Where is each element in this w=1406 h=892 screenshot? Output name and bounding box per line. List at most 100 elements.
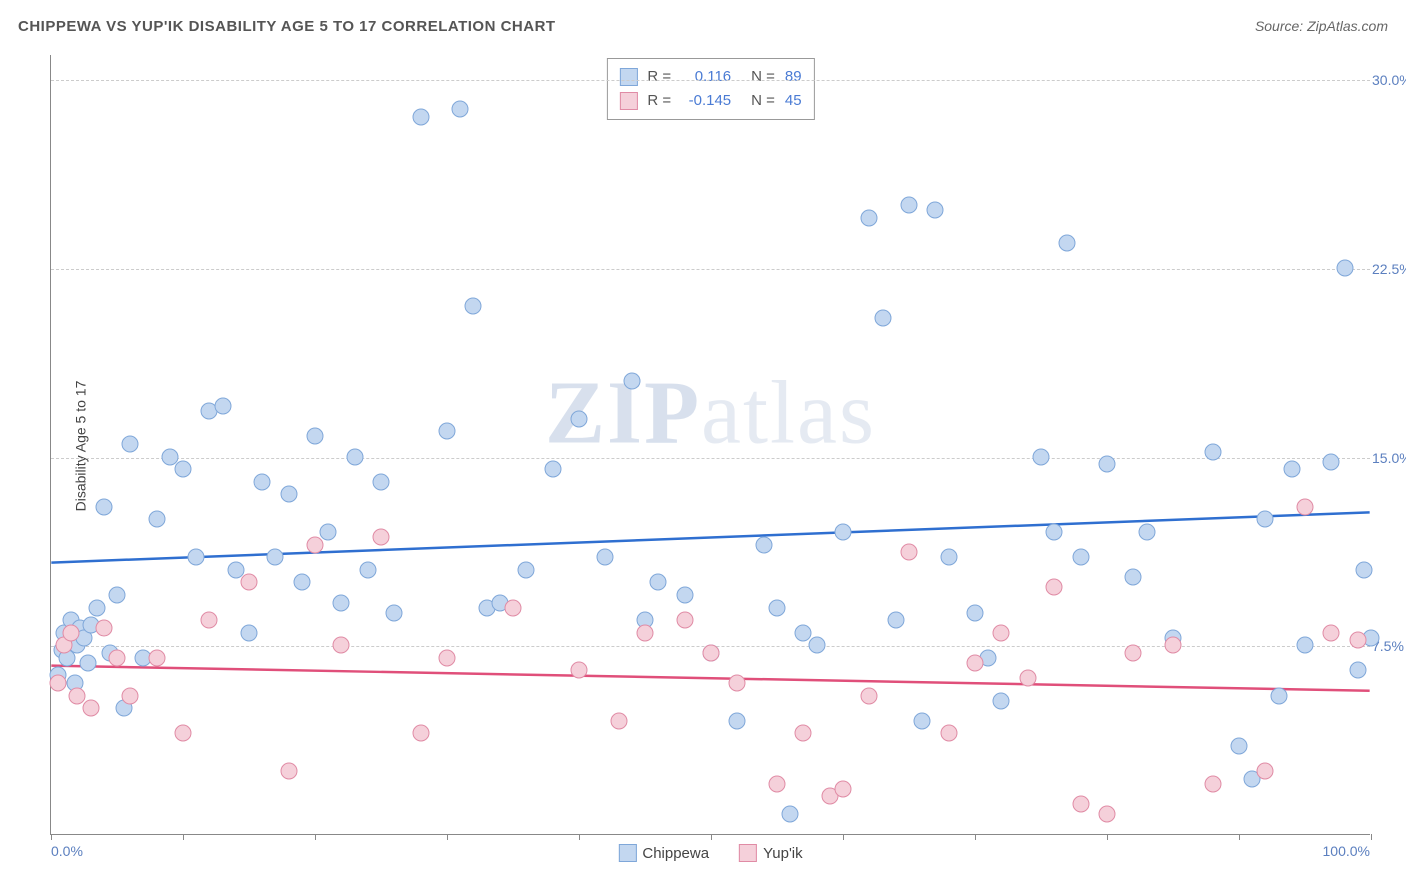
scatter-point-yupik xyxy=(676,612,693,629)
x-tick xyxy=(711,834,712,840)
scatter-point-chippewa xyxy=(1349,662,1366,679)
scatter-point-yupik xyxy=(1046,579,1063,596)
scatter-point-yupik xyxy=(703,644,720,661)
scatter-point-chippewa xyxy=(1204,443,1221,460)
scatter-point-yupik xyxy=(49,675,66,692)
scatter-point-yupik xyxy=(1257,763,1274,780)
scatter-point-chippewa xyxy=(1125,569,1142,586)
scatter-point-yupik xyxy=(1125,644,1142,661)
n-label: N = xyxy=(751,65,775,89)
scatter-point-chippewa xyxy=(967,604,984,621)
square-icon xyxy=(619,68,637,86)
scatter-point-yupik xyxy=(571,662,588,679)
scatter-point-chippewa xyxy=(109,586,126,603)
chart-plot-area: ZIPatlas R = 0.116 N = 89 R = -0.145 N =… xyxy=(50,55,1370,835)
scatter-point-yupik xyxy=(610,712,627,729)
scatter-point-yupik xyxy=(993,624,1010,641)
scatter-point-chippewa xyxy=(769,599,786,616)
scatter-point-yupik xyxy=(1323,624,1340,641)
x-tick xyxy=(183,834,184,840)
scatter-point-yupik xyxy=(1019,670,1036,687)
scatter-point-chippewa xyxy=(359,561,376,578)
scatter-point-yupik xyxy=(95,619,112,636)
scatter-point-chippewa xyxy=(465,297,482,314)
scatter-point-chippewa xyxy=(1323,453,1340,470)
chart-title: CHIPPEWA VS YUP'IK DISABILITY AGE 5 TO 1… xyxy=(18,18,556,35)
scatter-point-chippewa xyxy=(320,524,337,541)
y-tick-label: 15.0% xyxy=(1372,450,1406,466)
scatter-point-chippewa xyxy=(1257,511,1274,528)
scatter-point-chippewa xyxy=(188,549,205,566)
series-legend: Chippewa Yup'ik xyxy=(618,844,802,862)
n-value-chippewa: 89 xyxy=(785,65,802,89)
n-value-yupik: 45 xyxy=(785,89,802,113)
scatter-point-yupik xyxy=(62,624,79,641)
r-label: R = xyxy=(647,65,671,89)
scatter-point-yupik xyxy=(940,725,957,742)
x-axis-max-label: 100.0% xyxy=(1323,843,1370,859)
scatter-point-chippewa xyxy=(835,524,852,541)
x-tick xyxy=(447,834,448,840)
gridline xyxy=(51,269,1370,270)
scatter-point-yupik xyxy=(373,529,390,546)
scatter-point-chippewa xyxy=(241,624,258,641)
scatter-point-chippewa xyxy=(544,461,561,478)
scatter-point-yupik xyxy=(901,544,918,561)
scatter-point-yupik xyxy=(122,687,139,704)
scatter-point-chippewa xyxy=(1059,234,1076,251)
correlation-legend: R = 0.116 N = 89 R = -0.145 N = 45 xyxy=(606,58,814,120)
scatter-point-yupik xyxy=(1099,805,1116,822)
scatter-point-yupik xyxy=(835,780,852,797)
x-tick xyxy=(843,834,844,840)
scatter-point-chippewa xyxy=(993,692,1010,709)
legend-item-yupik: Yup'ik xyxy=(739,844,803,862)
source-label: Source: xyxy=(1255,18,1303,34)
scatter-point-yupik xyxy=(175,725,192,742)
scatter-point-yupik xyxy=(439,649,456,666)
x-tick xyxy=(975,834,976,840)
square-icon xyxy=(618,844,636,862)
scatter-point-chippewa xyxy=(914,712,931,729)
scatter-point-chippewa xyxy=(95,498,112,515)
scatter-point-chippewa xyxy=(887,612,904,629)
scatter-point-chippewa xyxy=(1099,456,1116,473)
scatter-point-yupik xyxy=(505,599,522,616)
scatter-point-chippewa xyxy=(676,586,693,603)
scatter-point-chippewa xyxy=(307,428,324,445)
scatter-point-chippewa xyxy=(861,209,878,226)
x-tick xyxy=(579,834,580,840)
source-name: ZipAtlas.com xyxy=(1307,18,1388,34)
scatter-point-chippewa xyxy=(927,202,944,219)
scatter-point-chippewa xyxy=(1336,259,1353,276)
scatter-point-chippewa xyxy=(293,574,310,591)
x-axis-min-label: 0.0% xyxy=(51,843,83,859)
scatter-point-yupik xyxy=(795,725,812,742)
scatter-point-chippewa xyxy=(623,373,640,390)
scatter-point-chippewa xyxy=(755,536,772,553)
y-tick-label: 22.5% xyxy=(1372,261,1406,277)
scatter-point-yupik xyxy=(280,763,297,780)
scatter-point-chippewa xyxy=(1046,524,1063,541)
x-tick xyxy=(1107,834,1108,840)
scatter-point-yupik xyxy=(307,536,324,553)
scatter-point-chippewa xyxy=(782,805,799,822)
r-value-yupik: -0.145 xyxy=(681,89,731,113)
scatter-point-chippewa xyxy=(874,310,891,327)
scatter-point-chippewa xyxy=(650,574,667,591)
scatter-point-yupik xyxy=(148,649,165,666)
scatter-point-chippewa xyxy=(1356,561,1373,578)
scatter-point-chippewa xyxy=(122,436,139,453)
scatter-point-chippewa xyxy=(940,549,957,566)
scatter-point-chippewa xyxy=(1231,737,1248,754)
scatter-point-chippewa xyxy=(452,101,469,118)
scatter-point-yupik xyxy=(967,654,984,671)
scatter-point-chippewa xyxy=(346,448,363,465)
scatter-point-yupik xyxy=(412,725,429,742)
trend-lines xyxy=(51,55,1370,834)
legend-row-chippewa: R = 0.116 N = 89 xyxy=(619,65,801,89)
scatter-point-yupik xyxy=(241,574,258,591)
watermark: ZIPatlas xyxy=(545,362,876,465)
scatter-point-chippewa xyxy=(808,637,825,654)
source-attribution: Source: ZipAtlas.com xyxy=(1255,18,1388,34)
scatter-point-chippewa xyxy=(214,398,231,415)
